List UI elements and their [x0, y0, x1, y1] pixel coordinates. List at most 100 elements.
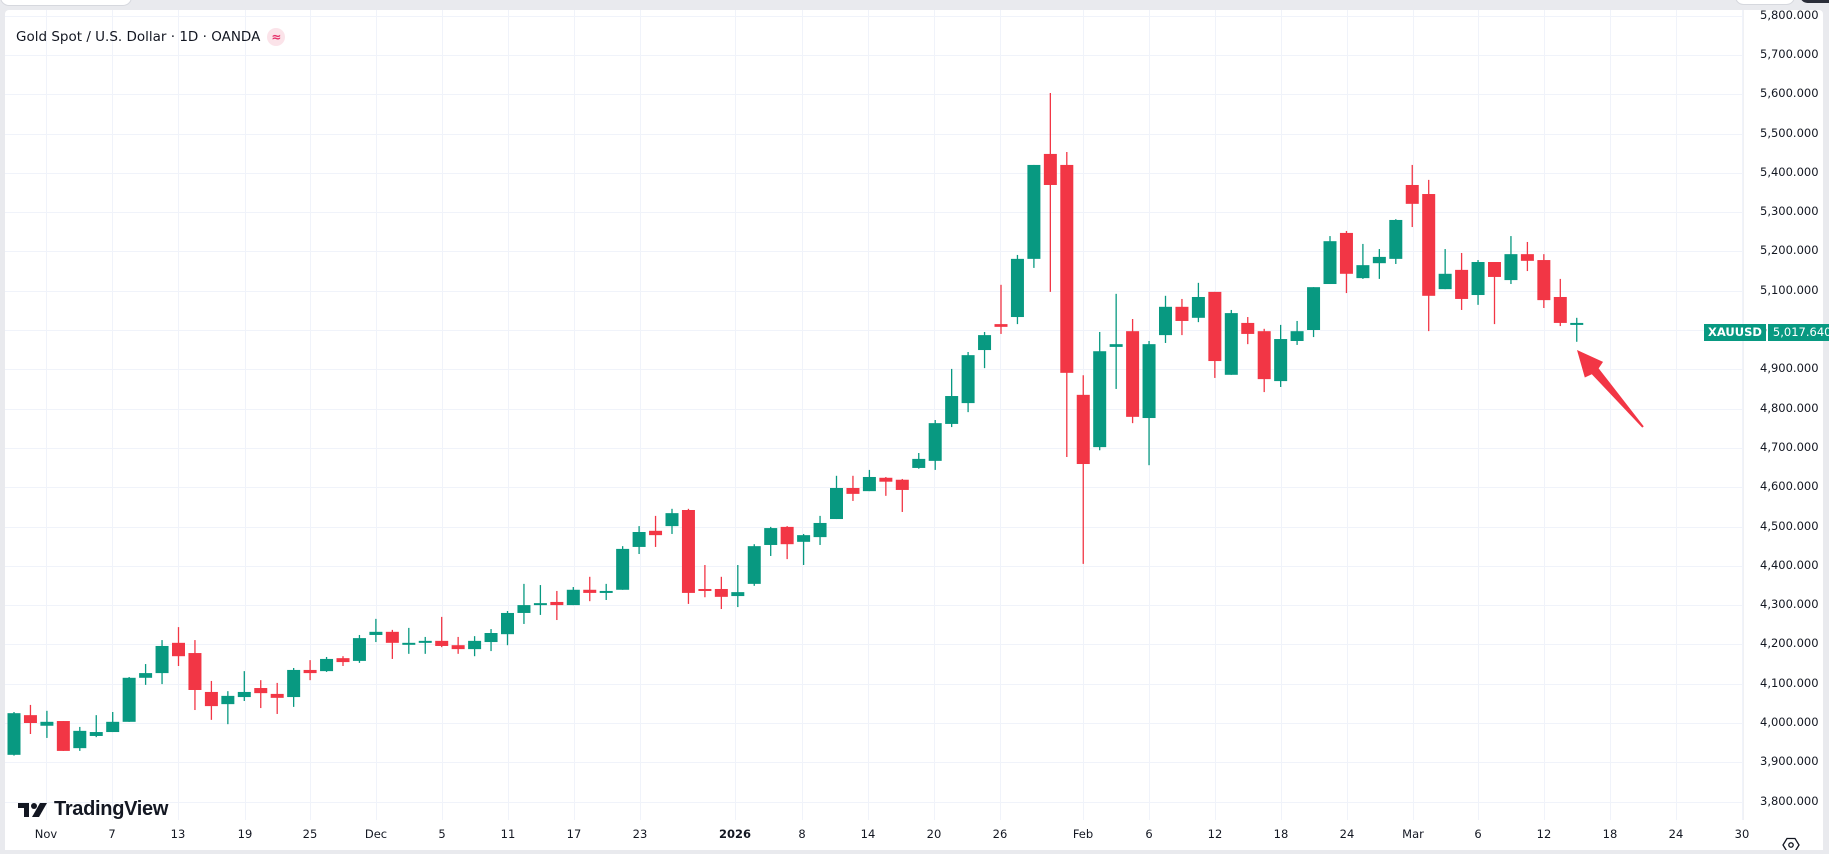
candle[interactable] — [320, 656, 334, 672]
candle[interactable] — [385, 629, 399, 659]
candle[interactable] — [1471, 260, 1485, 305]
candle[interactable] — [780, 526, 794, 560]
candle[interactable] — [994, 284, 1008, 334]
candle[interactable] — [270, 682, 284, 714]
candle[interactable] — [961, 352, 975, 413]
candle[interactable] — [237, 671, 251, 701]
candle[interactable] — [1389, 219, 1403, 264]
candle[interactable] — [56, 721, 70, 751]
candle[interactable] — [1307, 287, 1321, 338]
candle[interactable] — [1488, 262, 1501, 325]
candle[interactable] — [1405, 164, 1419, 228]
candle[interactable] — [221, 691, 235, 725]
candle[interactable] — [1570, 317, 1584, 342]
candle[interactable] — [303, 660, 317, 681]
candle[interactable] — [122, 677, 136, 722]
candle[interactable] — [1175, 298, 1189, 336]
candlestick-chart[interactable] — [5, 10, 1823, 850]
candle[interactable] — [1010, 254, 1024, 325]
chart-panel[interactable]: Gold Spot / U.S. Dollar · 1D · OANDA ≈ T… — [5, 8, 1829, 853]
candle[interactable] — [945, 368, 959, 428]
candle[interactable] — [369, 618, 383, 643]
candle[interactable] — [1372, 249, 1386, 279]
candle[interactable] — [1553, 278, 1567, 327]
candle[interactable] — [912, 453, 926, 469]
candle[interactable] — [501, 610, 514, 646]
candle[interactable] — [1290, 320, 1304, 345]
candle[interactable] — [1060, 151, 1074, 457]
candle[interactable] — [1274, 324, 1288, 387]
candle[interactable] — [418, 636, 432, 654]
candle[interactable] — [1339, 230, 1353, 294]
candle[interactable] — [764, 526, 778, 556]
candle[interactable] — [1504, 236, 1518, 285]
candle[interactable] — [1109, 293, 1123, 389]
candle[interactable] — [155, 640, 169, 685]
candle[interactable] — [336, 656, 350, 667]
candle[interactable] — [172, 627, 185, 667]
candle[interactable] — [40, 710, 54, 738]
candle[interactable] — [435, 616, 449, 648]
candle[interactable] — [73, 726, 87, 751]
candle[interactable] — [139, 664, 153, 685]
candle[interactable] — [204, 680, 218, 720]
candle[interactable] — [468, 636, 482, 657]
candle[interactable] — [484, 629, 498, 652]
candle[interactable] — [517, 583, 531, 624]
candle[interactable] — [23, 704, 37, 735]
candle[interactable] — [533, 585, 547, 615]
candle[interactable] — [1191, 282, 1205, 323]
candle[interactable] — [188, 640, 202, 711]
candle[interactable] — [287, 667, 301, 707]
candle[interactable] — [714, 576, 728, 610]
candle[interactable] — [1043, 93, 1057, 292]
top-toolbar-button[interactable] — [1735, 0, 1795, 5]
candle[interactable] — [7, 711, 21, 756]
candle[interactable] — [681, 508, 695, 604]
candle[interactable] — [1323, 236, 1337, 285]
candle[interactable] — [1455, 252, 1469, 310]
candle[interactable] — [846, 475, 860, 501]
arrow-annotation[interactable] — [1568, 342, 1652, 435]
candle[interactable] — [895, 478, 909, 512]
candle[interactable] — [254, 680, 268, 709]
candle[interactable] — [89, 715, 103, 738]
candle[interactable] — [797, 533, 811, 566]
candle[interactable] — [632, 526, 646, 555]
candle[interactable] — [1520, 241, 1534, 272]
candle[interactable] — [583, 576, 597, 602]
candle[interactable] — [599, 583, 613, 600]
candle[interactable] — [978, 331, 992, 369]
candle[interactable] — [616, 546, 630, 590]
candle[interactable] — [1422, 179, 1436, 332]
candle[interactable] — [1093, 331, 1107, 451]
candle[interactable] — [451, 636, 465, 654]
candle[interactable] — [665, 508, 679, 534]
candle[interactable] — [879, 476, 893, 496]
candle[interactable] — [1159, 295, 1172, 343]
candle[interactable] — [1356, 243, 1370, 279]
candle[interactable] — [1537, 254, 1551, 308]
candle[interactable] — [1076, 375, 1090, 564]
candle[interactable] — [862, 469, 876, 492]
top-toolbar-dark-button[interactable] — [1800, 0, 1829, 3]
tradingview-logo[interactable]: TradingView — [18, 798, 168, 821]
candle[interactable] — [1126, 318, 1140, 424]
candle[interactable] — [1027, 164, 1041, 268]
candle[interactable] — [1208, 291, 1222, 378]
top-toolbar-pill[interactable] — [0, 0, 132, 6]
candle[interactable] — [830, 475, 843, 520]
candle[interactable] — [813, 515, 827, 545]
candle[interactable] — [352, 634, 366, 663]
candle[interactable] — [566, 587, 580, 606]
candle[interactable] — [1241, 317, 1255, 345]
candle[interactable] — [1142, 341, 1156, 466]
candle[interactable] — [928, 419, 942, 470]
candle[interactable] — [698, 565, 712, 598]
candle[interactable] — [649, 515, 663, 547]
candle[interactable] — [1438, 249, 1452, 290]
candle[interactable] — [731, 565, 745, 608]
candle[interactable] — [550, 590, 564, 621]
candle[interactable] — [1224, 309, 1238, 375]
data-delay-icon[interactable]: ≈ — [267, 28, 286, 46]
